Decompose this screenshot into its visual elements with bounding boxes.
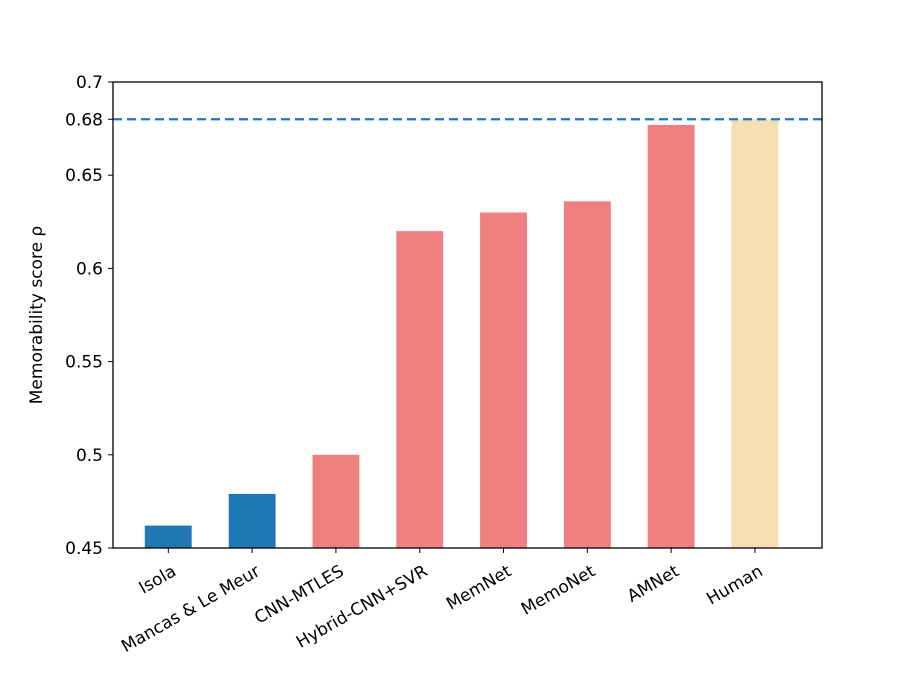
bar-human [731, 119, 779, 549]
y-tick-label: 0.55 [65, 353, 103, 373]
y-tick-label: 0.45 [65, 539, 103, 559]
x-tick-label: Isola [136, 561, 180, 598]
y-tick-label: 0.5 [76, 446, 103, 466]
y-tick-label: 0.65 [65, 166, 103, 186]
y-axis-label: Memorability score ρ [27, 226, 47, 404]
bar-mancas-le-meur [228, 493, 276, 548]
x-tick-label: MemNet [443, 561, 515, 614]
bar-hybrid-cnn-svr [396, 231, 444, 548]
bar-amnet [647, 124, 695, 549]
x-tick-label: Human [703, 561, 766, 609]
bar-cnn-mtles [312, 454, 360, 548]
x-tick-label: Mancas & Le Meur [118, 561, 264, 657]
bar-memonet [563, 201, 611, 549]
x-tick-label: AMNet [624, 561, 683, 607]
x-tick-label: MemoNet [518, 561, 599, 619]
bar-isola [144, 525, 192, 548]
bar-memnet [480, 212, 527, 548]
y-axis-ticks: 0.45 0.5 0.55 0.6 0.65 0.68 0.7 [65, 73, 113, 559]
bars-group [144, 119, 779, 549]
y-tick-label: 0.68 [65, 110, 103, 130]
y-tick-label: 0.6 [76, 259, 103, 279]
y-tick-label: 0.7 [76, 73, 103, 93]
axes-frame [112, 81, 823, 549]
